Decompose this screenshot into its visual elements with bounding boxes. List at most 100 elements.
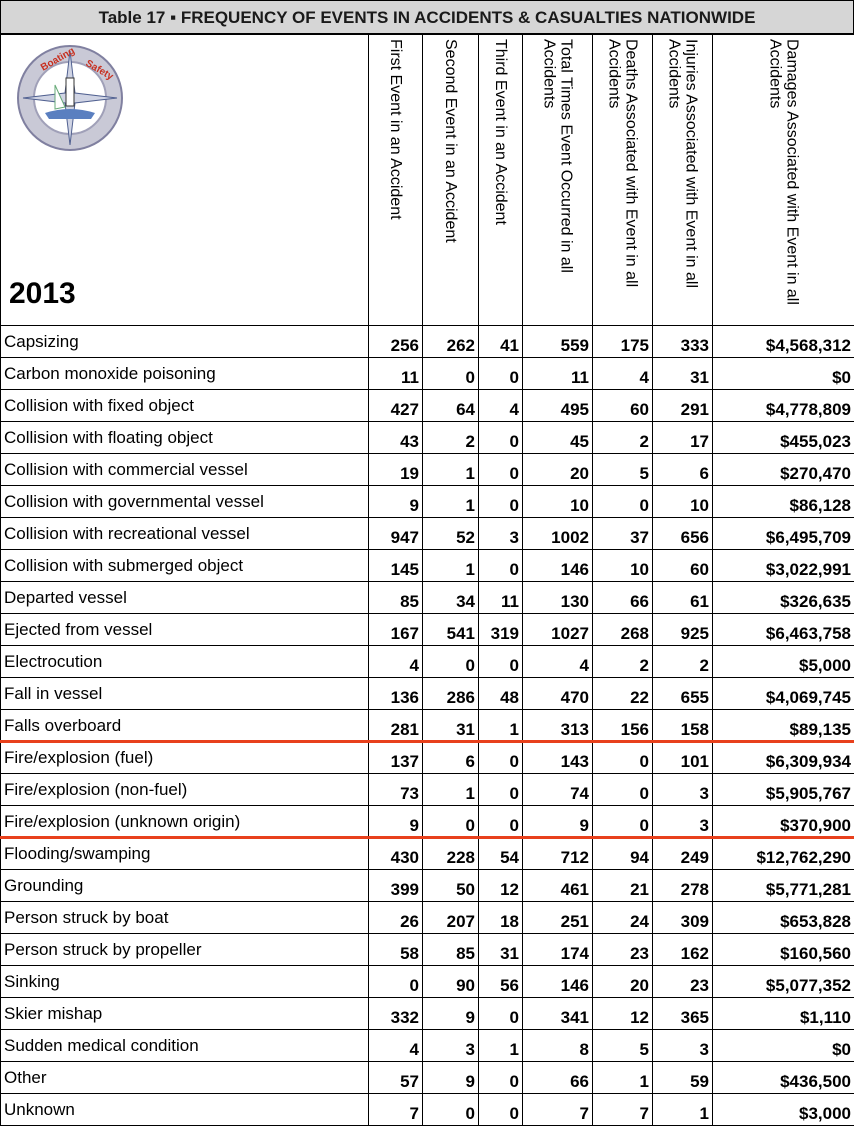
cell: 3 bbox=[479, 518, 523, 550]
cell: 23 bbox=[653, 966, 713, 998]
cell: $653,828 bbox=[713, 902, 854, 934]
cell: 5 bbox=[593, 454, 653, 486]
cell: $4,069,745 bbox=[713, 678, 854, 710]
cell: 156 bbox=[593, 710, 653, 742]
cell: 309 bbox=[653, 902, 713, 934]
row-label: Fire/explosion (fuel) bbox=[1, 742, 369, 774]
column-header: Second Event in an Accident bbox=[423, 35, 479, 326]
cell: 31 bbox=[423, 710, 479, 742]
cell: 0 bbox=[479, 422, 523, 454]
cell: 0 bbox=[593, 486, 653, 518]
cell: 268 bbox=[593, 614, 653, 646]
cell: 21 bbox=[593, 870, 653, 902]
cell: $1,110 bbox=[713, 998, 854, 1030]
row-label: Collision with fixed object bbox=[1, 390, 369, 422]
cell: 18 bbox=[479, 902, 523, 934]
cell: 495 bbox=[523, 390, 593, 422]
cell: 37 bbox=[593, 518, 653, 550]
cell: 286 bbox=[423, 678, 479, 710]
cell: 61 bbox=[653, 582, 713, 614]
cell: 23 bbox=[593, 934, 653, 966]
row-label: Sinking bbox=[1, 966, 369, 998]
cell: 470 bbox=[523, 678, 593, 710]
cell: 399 bbox=[369, 870, 423, 902]
cell: 0 bbox=[423, 646, 479, 678]
cell: 52 bbox=[423, 518, 479, 550]
cell: 10 bbox=[593, 550, 653, 582]
cell: 4 bbox=[369, 646, 423, 678]
cell: 0 bbox=[423, 806, 479, 838]
cell: 162 bbox=[653, 934, 713, 966]
cell: 60 bbox=[593, 390, 653, 422]
column-header-text: Total Times Event Occurred in all Accide… bbox=[541, 35, 575, 323]
cell: $5,077,352 bbox=[713, 966, 854, 998]
cell: 9 bbox=[423, 998, 479, 1030]
cell: 251 bbox=[523, 902, 593, 934]
cell: 1 bbox=[423, 550, 479, 582]
cell: 1 bbox=[653, 1094, 713, 1126]
cell: 143 bbox=[523, 742, 593, 774]
cell: 8 bbox=[523, 1030, 593, 1062]
cell: 60 bbox=[653, 550, 713, 582]
cell: 1 bbox=[423, 486, 479, 518]
cell: 11 bbox=[369, 358, 423, 390]
cell: 333 bbox=[653, 326, 713, 358]
cell: 50 bbox=[423, 870, 479, 902]
cell: 43 bbox=[369, 422, 423, 454]
cell: 4 bbox=[479, 390, 523, 422]
cell: 228 bbox=[423, 838, 479, 870]
row-label: Fire/explosion (unknown origin) bbox=[1, 806, 369, 838]
cell: 9 bbox=[369, 806, 423, 838]
cell: $86,128 bbox=[713, 486, 854, 518]
cell: 925 bbox=[653, 614, 713, 646]
row-label: Fall in vessel bbox=[1, 678, 369, 710]
column-header-text: Injuries Associated with Event in all Ac… bbox=[666, 35, 700, 323]
cell: $370,900 bbox=[713, 806, 854, 838]
cell: $3,000 bbox=[713, 1094, 854, 1126]
cell: 85 bbox=[423, 934, 479, 966]
cell: 319 bbox=[479, 614, 523, 646]
cell: 136 bbox=[369, 678, 423, 710]
cell: 12 bbox=[479, 870, 523, 902]
cell: 12 bbox=[593, 998, 653, 1030]
cell: 278 bbox=[653, 870, 713, 902]
logo-cell: Boating Safety 2013 bbox=[1, 35, 369, 326]
page: {"header":{"title":"Table 17 ▪ FREQUENCY… bbox=[0, 0, 854, 1078]
cell: $0 bbox=[713, 358, 854, 390]
cell: 9 bbox=[369, 486, 423, 518]
cell: 427 bbox=[369, 390, 423, 422]
column-header: Deaths Associated with Event in all Acci… bbox=[593, 35, 653, 326]
cell: $89,135 bbox=[713, 710, 854, 742]
row-label: Ejected from vessel bbox=[1, 614, 369, 646]
cell: 3 bbox=[423, 1030, 479, 1062]
cell: 0 bbox=[479, 806, 523, 838]
cell: 167 bbox=[369, 614, 423, 646]
cell: 2 bbox=[593, 646, 653, 678]
cell: 146 bbox=[523, 966, 593, 998]
highlight-line bbox=[0, 740, 854, 743]
cell: 0 bbox=[479, 998, 523, 1030]
cell: 0 bbox=[479, 774, 523, 806]
cell: 174 bbox=[523, 934, 593, 966]
cell: 24 bbox=[593, 902, 653, 934]
cell: 74 bbox=[523, 774, 593, 806]
cell: 3 bbox=[653, 806, 713, 838]
cell: 0 bbox=[593, 774, 653, 806]
column-header: Third Event in an Accident bbox=[479, 35, 523, 326]
column-header: First Event in an Accident bbox=[369, 35, 423, 326]
cell: 461 bbox=[523, 870, 593, 902]
cell: 2 bbox=[593, 422, 653, 454]
row-label: Flooding/swamping bbox=[1, 838, 369, 870]
cell: $270,470 bbox=[713, 454, 854, 486]
